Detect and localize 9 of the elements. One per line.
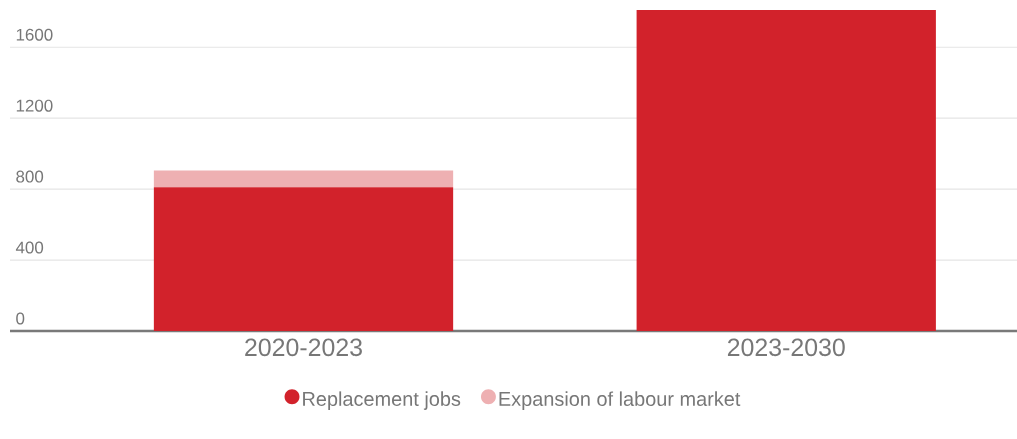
y-tick-label: 400: [15, 241, 44, 254]
y-tick-label: 800: [16, 170, 44, 183]
x-tick-label: 2023-2030: [727, 338, 845, 357]
x-tick-label: 2020-2023: [245, 338, 362, 357]
legend-label: Replacement jobs: [303, 391, 461, 410]
y-tick-label: 0: [16, 312, 25, 325]
y-tick-label: 1200: [16, 99, 53, 112]
y-tick-label: 1600: [16, 28, 53, 41]
legend-label: Expansion of labour market: [499, 391, 741, 410]
